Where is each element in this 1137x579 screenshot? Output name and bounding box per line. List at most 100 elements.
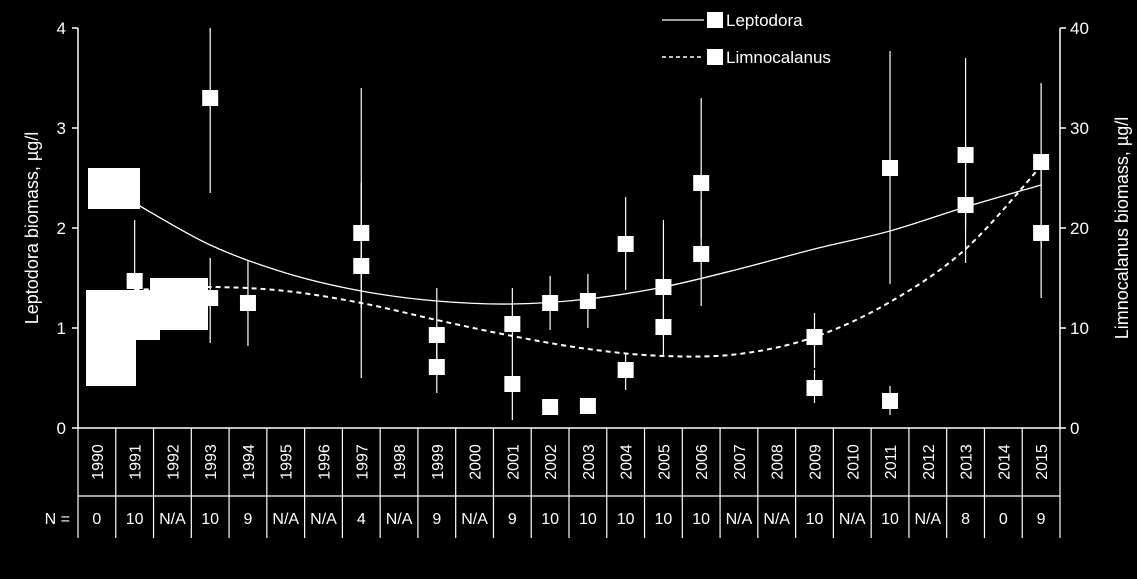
left-y-axis: 0 1 2 3 4: [57, 19, 79, 438]
year-label: 2002: [543, 444, 560, 480]
n-count-label: 9: [432, 511, 441, 528]
year-label: 2014: [996, 444, 1013, 480]
n-count-label: N/A: [159, 511, 186, 528]
data-point-leptodora: [353, 225, 370, 241]
category-table-grid: [77, 428, 1061, 538]
n-count-label: N/A: [839, 511, 866, 528]
left-tick-label: 2: [57, 219, 66, 238]
data-point-leptodora: [579, 293, 596, 309]
n-count-label: 10: [541, 511, 559, 528]
left-tick-label: 0: [57, 419, 66, 438]
right-tick-label: 10: [1070, 319, 1089, 338]
overlap-block-1992: [150, 278, 208, 330]
n-count-label: 9: [508, 511, 517, 528]
data-point-limnocalanus: [428, 327, 445, 343]
data-point-leptodora: [542, 295, 559, 311]
n-count-label: 10: [617, 511, 635, 528]
data-point-leptodora: [428, 359, 445, 375]
n-count-label: 4: [357, 511, 366, 528]
left-axis-title: Leptodora biomass, µg/l: [22, 132, 42, 324]
year-label: 1993: [203, 444, 220, 480]
left-tick-label: 1: [57, 319, 66, 338]
data-point-limnocalanus: [806, 329, 823, 345]
data-point-limnocalanus: [504, 316, 521, 332]
overlap-block-1990-upper: [88, 168, 140, 209]
data-point-leptodora: [202, 290, 219, 306]
right-tick-label: 0: [1070, 419, 1079, 438]
trend-line-limnocalanus: [134, 165, 1042, 358]
right-tick-label: 40: [1070, 19, 1089, 38]
data-point-limnocalanus: [617, 362, 634, 378]
n-count-label: 9: [244, 511, 253, 528]
data-point-leptodora: [239, 295, 256, 311]
legend-marker-limnocalanus: [707, 49, 723, 65]
data-point-limnocalanus: [353, 258, 370, 274]
data-point-leptodora: [1033, 225, 1050, 241]
n-count-label: 10: [881, 511, 899, 528]
year-label: 2009: [808, 444, 825, 480]
year-label: 2006: [694, 444, 711, 480]
n-count-label: 8: [961, 511, 970, 528]
year-label: 1998: [392, 444, 409, 480]
n-count-label: 10: [806, 511, 824, 528]
left-tick-label: 3: [57, 119, 66, 138]
n-count-label: 9: [1037, 511, 1046, 528]
data-point-leptodora: [655, 319, 672, 335]
legend-marker-leptodora: [707, 12, 723, 28]
year-label: 1990: [90, 444, 107, 480]
data-point-leptodora: [617, 236, 634, 252]
n-count-label: N/A: [310, 511, 337, 528]
n-count-label: 10: [201, 511, 219, 528]
n-count-label: N/A: [763, 511, 790, 528]
data-point-leptodora: [882, 160, 899, 176]
right-axis-title: Limnocalanus biomass, µg/l: [1112, 117, 1132, 339]
data-point-leptodora: [693, 246, 710, 262]
n-count-label: 0: [92, 511, 101, 528]
year-label: 1992: [165, 444, 182, 480]
year-label: 1997: [354, 444, 371, 480]
n-count-label: N/A: [726, 511, 753, 528]
n-count-label: N/A: [386, 511, 413, 528]
year-label: 2007: [732, 444, 749, 480]
data-point-limnocalanus: [655, 279, 672, 295]
year-label: 1994: [241, 444, 258, 480]
n-count-label: 10: [579, 511, 597, 528]
year-label: 2001: [505, 444, 522, 480]
year-label: 2005: [656, 444, 673, 480]
year-label: 2013: [959, 444, 976, 480]
year-label: 2008: [770, 444, 787, 480]
data-point-limnocalanus: [882, 393, 899, 409]
n-count-labels: 0 10 N/A 10 9 N/A N/A 4 N/A 9 N/A 9 10 10 10 10 10 N/A N/A…: [92, 511, 1045, 528]
legend-label-leptodora: Leptodora: [726, 11, 803, 30]
data-point-limnocalanus: [1033, 154, 1050, 170]
year-label: 1996: [317, 444, 334, 480]
year-label: 1995: [279, 444, 296, 480]
n-row-label: N =: [45, 511, 70, 528]
data-point-leptodora: [806, 380, 823, 396]
data-point-leptodora: [126, 273, 143, 289]
n-count-label: 10: [655, 511, 673, 528]
year-label: 2012: [921, 444, 938, 480]
data-point-limnocalanus: [202, 90, 219, 106]
legend: Leptodora Limnocalanus: [662, 11, 831, 67]
year-label: 1999: [430, 444, 447, 480]
year-label: 2000: [468, 444, 485, 480]
year-label: 2011: [883, 445, 900, 480]
year-label: 2004: [619, 444, 636, 480]
n-count-label: N/A: [272, 511, 299, 528]
right-tick-label: 20: [1070, 219, 1089, 238]
left-tick-label: 4: [57, 19, 66, 38]
right-y-axis: 0 10 20 30 40: [1059, 19, 1089, 438]
data-point-leptodora: [504, 376, 521, 392]
n-count-label: 10: [126, 511, 144, 528]
overlapping-markers: [86, 168, 208, 386]
data-point-limnocalanus: [542, 399, 559, 415]
data-point-leptodora: [957, 197, 974, 213]
n-count-label: N/A: [461, 511, 488, 528]
data-point-limnocalanus: [693, 175, 710, 191]
data-point-limnocalanus: [957, 147, 974, 163]
n-count-label: 0: [999, 511, 1008, 528]
legend-label-limnocalanus: Limnocalanus: [726, 48, 831, 67]
right-tick-label: 30: [1070, 119, 1089, 138]
